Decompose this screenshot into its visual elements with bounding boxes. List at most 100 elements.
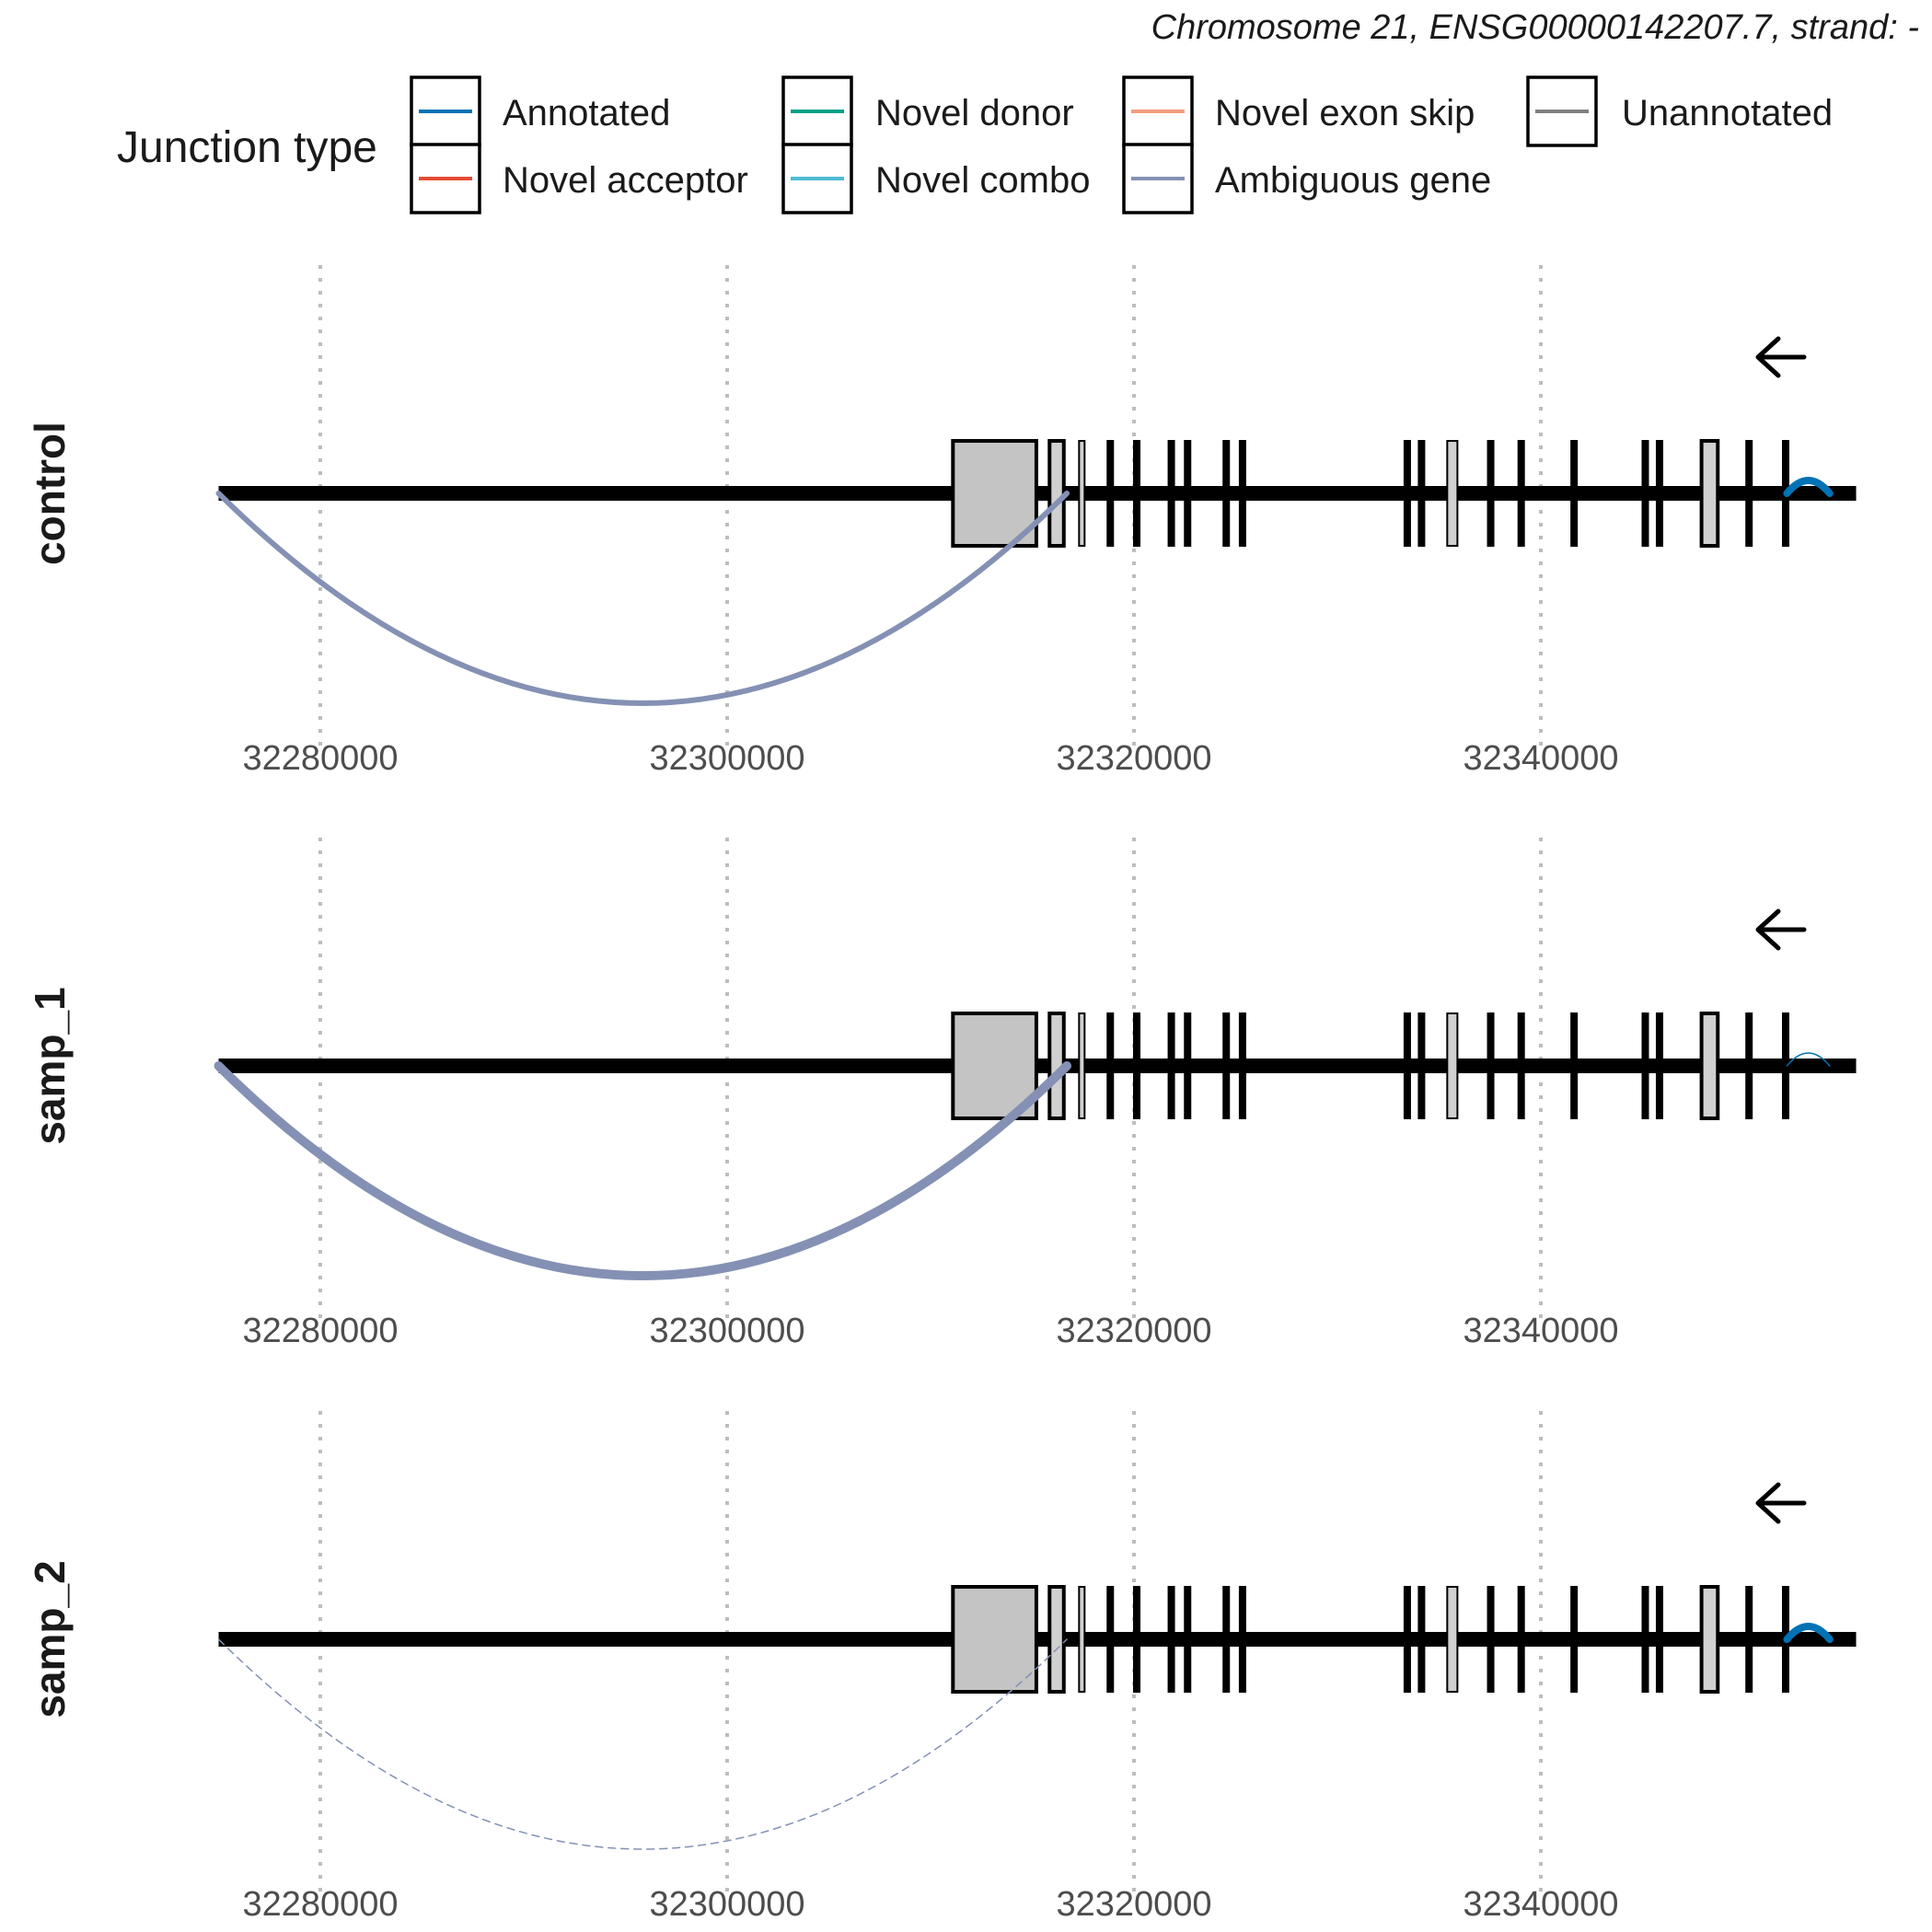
x-tick-label: 32300000 bbox=[649, 1312, 804, 1350]
junction-arc bbox=[214, 1061, 1072, 1280]
exon bbox=[1641, 1012, 1649, 1119]
exon bbox=[1167, 1012, 1175, 1119]
exon bbox=[1167, 1586, 1175, 1693]
exon bbox=[1570, 1586, 1579, 1693]
exon bbox=[1446, 1012, 1459, 1119]
legend-label: Annotated bbox=[503, 93, 670, 133]
exon bbox=[1570, 1012, 1579, 1119]
panel-label: control bbox=[26, 422, 74, 565]
exon bbox=[1047, 439, 1066, 548]
exon bbox=[1446, 1586, 1459, 1693]
panel-label: samp_1 bbox=[26, 987, 74, 1144]
exon bbox=[1106, 1012, 1115, 1119]
legend-item: Novel combo bbox=[781, 143, 1090, 214]
exon bbox=[1487, 440, 1495, 547]
exon bbox=[1106, 1586, 1115, 1693]
exon bbox=[1403, 1586, 1411, 1693]
exon bbox=[1655, 440, 1663, 547]
exon bbox=[1745, 440, 1753, 547]
panel-label: samp_2 bbox=[26, 1560, 74, 1718]
legend-label: Novel exon skip bbox=[1215, 93, 1475, 133]
legend-title: Junction type bbox=[117, 123, 377, 172]
legend-label: Novel acceptor bbox=[503, 160, 748, 201]
junction-arc bbox=[215, 491, 1070, 706]
exon bbox=[1699, 1012, 1720, 1120]
x-tick-label: 32320000 bbox=[1056, 739, 1211, 778]
exon bbox=[951, 1012, 1038, 1120]
legend-item: Novel acceptor bbox=[410, 143, 748, 214]
exon bbox=[1078, 1586, 1086, 1693]
exon bbox=[1133, 1012, 1140, 1119]
x-tick-label: 32340000 bbox=[1463, 1885, 1618, 1924]
x-tick-label: 32340000 bbox=[1463, 1312, 1618, 1350]
exon bbox=[1699, 439, 1720, 548]
x-tick-label: 32320000 bbox=[1056, 1312, 1211, 1350]
exon bbox=[1106, 440, 1115, 547]
legend-label: Unannotated bbox=[1622, 93, 1833, 133]
exon bbox=[1167, 440, 1175, 547]
exon bbox=[1222, 1586, 1231, 1693]
exon bbox=[1487, 1012, 1495, 1119]
exon bbox=[1517, 1012, 1525, 1119]
legend: Junction type Annotated Novel acceptor Nov… bbox=[117, 75, 1833, 214]
x-tick-label: 32280000 bbox=[242, 1885, 398, 1924]
legend-item: Ambiguous gene bbox=[1122, 143, 1491, 214]
x-tick-label: 32280000 bbox=[242, 1312, 398, 1350]
exon bbox=[1745, 1012, 1753, 1119]
exon bbox=[1655, 1012, 1663, 1119]
exon bbox=[1417, 1586, 1426, 1693]
exon bbox=[1417, 440, 1426, 547]
exon bbox=[1238, 440, 1246, 547]
strand-arrow-icon bbox=[1755, 1482, 1807, 1524]
exon bbox=[1517, 1586, 1525, 1693]
exon bbox=[951, 439, 1038, 548]
exon bbox=[1641, 440, 1649, 547]
exon bbox=[1745, 1586, 1753, 1693]
exon bbox=[1238, 1586, 1246, 1693]
strand-arrow-icon bbox=[1755, 908, 1807, 951]
exon bbox=[1133, 440, 1140, 547]
legend-item: Novel donor bbox=[781, 75, 1074, 147]
exon bbox=[1655, 1586, 1663, 1693]
x-tick-label: 32340000 bbox=[1463, 739, 1618, 778]
junction-arc bbox=[1783, 1623, 1834, 1643]
legend-label: Novel combo bbox=[875, 160, 1090, 201]
exon bbox=[1417, 1012, 1426, 1119]
exon bbox=[1133, 1586, 1140, 1693]
x-tick-label: 32320000 bbox=[1056, 1885, 1211, 1924]
exon bbox=[1184, 440, 1192, 547]
x-tick-label: 32300000 bbox=[649, 739, 804, 778]
x-tick-label: 32300000 bbox=[649, 1885, 804, 1924]
panel-control: control 32280000 32300000 32320000 32340000 bbox=[26, 265, 1857, 778]
exon bbox=[1238, 1012, 1246, 1119]
exon bbox=[1487, 1586, 1495, 1693]
exon bbox=[1641, 1586, 1649, 1693]
junction-arc bbox=[217, 1638, 1068, 1850]
panel-samp_2: samp_2 32280000 32300000 32320000 32340000 bbox=[26, 1411, 1857, 1924]
exon bbox=[1446, 440, 1459, 547]
x-tick-label: 32280000 bbox=[242, 739, 398, 778]
exon bbox=[1403, 1012, 1411, 1119]
exon bbox=[1184, 1586, 1192, 1693]
exon bbox=[1699, 1585, 1720, 1694]
legend-item: Annotated bbox=[410, 75, 670, 147]
legend-item: Unannotated bbox=[1526, 75, 1833, 147]
exon bbox=[1781, 1012, 1789, 1119]
junction-arc bbox=[1783, 477, 1834, 497]
exon bbox=[1078, 1012, 1086, 1119]
exon bbox=[1078, 440, 1086, 547]
panel-samp_1: samp_1 32280000 32300000 32320000 32340000 bbox=[26, 838, 1857, 1350]
exon bbox=[1184, 1012, 1192, 1119]
junction-arc bbox=[1786, 1052, 1831, 1067]
strand-arrow-icon bbox=[1755, 336, 1807, 378]
exon bbox=[951, 1585, 1038, 1694]
exon bbox=[1222, 440, 1231, 547]
exon bbox=[1047, 1585, 1066, 1694]
plot-subtitle: Chromosome 21, ENSG00000142207.7, strand… bbox=[1151, 8, 1919, 47]
legend-item: Novel exon skip bbox=[1122, 75, 1475, 147]
exon bbox=[1517, 440, 1525, 547]
legend-label: Novel donor bbox=[875, 93, 1074, 133]
exon bbox=[1403, 440, 1411, 547]
exon bbox=[1222, 1012, 1231, 1119]
